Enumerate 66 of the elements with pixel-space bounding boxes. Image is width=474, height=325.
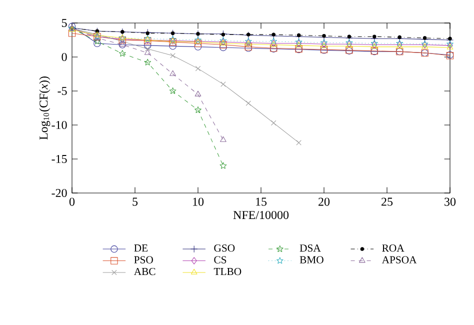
legend-label: DSA — [300, 244, 321, 252]
point — [221, 32, 226, 36]
point — [246, 32, 250, 36]
point — [169, 42, 176, 50]
point — [220, 162, 227, 169]
point — [398, 35, 402, 40]
x-tick-label: 25 — [382, 198, 393, 206]
point — [270, 120, 276, 126]
point — [194, 90, 202, 96]
legend-label: TLBO — [214, 268, 242, 276]
y-tick-label: 0 — [62, 52, 67, 62]
legend-label: GSO — [214, 244, 235, 252]
point — [296, 140, 302, 146]
point — [68, 30, 76, 37]
y-axis-title: Log$_{10}$(CF(x)) — [39, 76, 50, 140]
point — [220, 136, 226, 142]
x-axis-title: NFE/10000 — [233, 210, 289, 220]
point — [144, 46, 150, 52]
y-tick-label: 5 — [62, 19, 67, 27]
point — [169, 87, 176, 94]
point — [320, 42, 328, 48]
point — [296, 33, 301, 38]
point — [322, 34, 326, 38]
point — [170, 53, 176, 58]
point — [194, 106, 202, 114]
point — [346, 42, 352, 48]
x-tick-label: 20 — [318, 198, 330, 206]
point — [220, 82, 226, 87]
point — [118, 50, 126, 57]
legend-label: APSOA — [382, 256, 417, 264]
legend-label: ROA — [382, 244, 404, 252]
legend-label: DE — [134, 244, 148, 252]
y-tick-label: -15 — [52, 154, 67, 164]
point — [195, 66, 201, 72]
point — [144, 49, 151, 55]
point — [372, 34, 376, 38]
point — [94, 40, 101, 47]
legend-label: ABC — [134, 268, 156, 276]
x-tick-label: 15 — [256, 198, 267, 206]
point — [220, 44, 227, 52]
x-tick-label: 0 — [69, 198, 75, 206]
point — [347, 34, 352, 38]
x-tick-label: 5 — [132, 198, 138, 206]
x-tick-label: 10 — [193, 198, 204, 206]
point — [146, 31, 150, 36]
legend-label: CS — [214, 256, 226, 264]
point — [422, 36, 427, 40]
point — [120, 38, 126, 44]
y-tick-label: -20 — [52, 188, 67, 198]
point — [220, 30, 227, 38]
legend-label: PSO — [134, 256, 153, 264]
point — [244, 32, 252, 39]
point — [272, 32, 276, 36]
point — [448, 36, 452, 41]
x-tick-label: 30 — [444, 198, 456, 206]
point — [170, 70, 176, 76]
point — [270, 38, 278, 44]
point — [94, 38, 101, 44]
legend-label: BMO — [300, 256, 324, 264]
point — [144, 42, 152, 50]
point — [194, 43, 202, 50]
point — [220, 41, 227, 48]
y-tick-label: -5 — [58, 87, 67, 95]
y-tick-label: -10 — [52, 120, 67, 130]
point — [246, 100, 252, 106]
point — [144, 58, 152, 66]
